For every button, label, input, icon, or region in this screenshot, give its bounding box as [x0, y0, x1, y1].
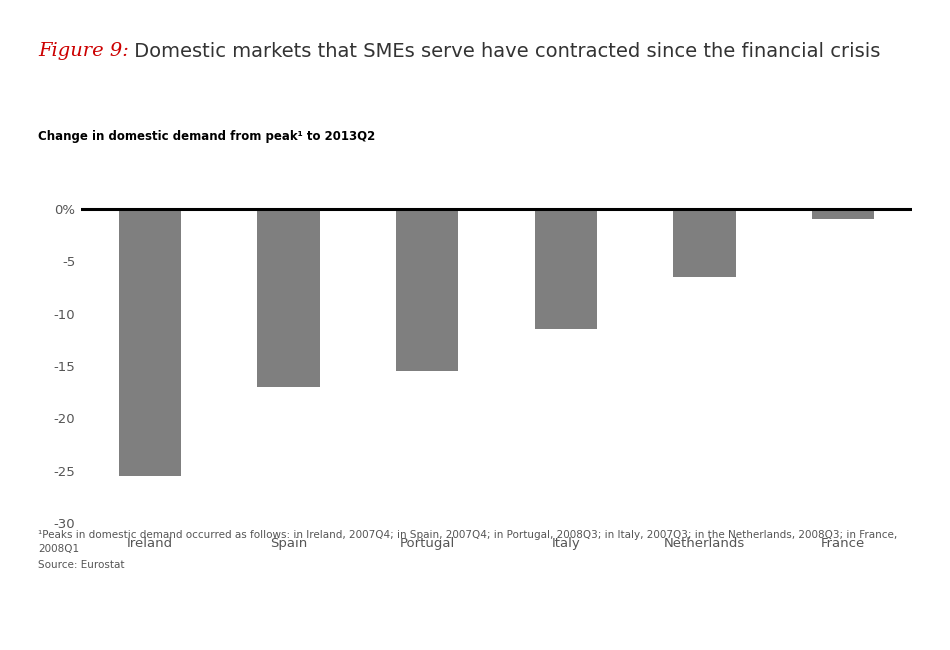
Bar [674, 209, 735, 277]
Bar [119, 209, 180, 476]
Text: Domestic markets that SMEs serve have contracted since the financial crisis: Domestic markets that SMEs serve have co… [128, 42, 881, 61]
Bar [396, 209, 458, 371]
Bar [535, 209, 597, 330]
Bar [257, 209, 319, 387]
Text: Source: Eurostat: Source: Eurostat [38, 560, 124, 570]
Text: 2008Q1: 2008Q1 [38, 544, 79, 554]
Text: Figure 9:: Figure 9: [38, 42, 129, 60]
Bar [812, 209, 874, 219]
Text: ¹Peaks in domestic demand occurred as follows: in Ireland, 2007Q4; in Spain, 200: ¹Peaks in domestic demand occurred as fo… [38, 530, 897, 540]
Text: Change in domestic demand from peak¹ to 2013Q2: Change in domestic demand from peak¹ to … [38, 130, 375, 143]
